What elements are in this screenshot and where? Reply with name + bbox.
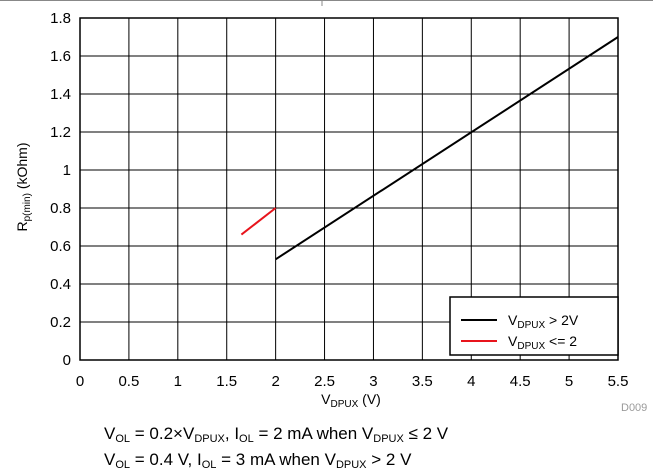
caption-2-sub-3: DPUX: [335, 459, 367, 471]
y-axis-label-sub: p(min): [22, 193, 33, 221]
caption-1-sub-2: DPUX: [194, 433, 225, 445]
legend: VDPUX > 2V VDPUX <= 2: [449, 296, 619, 356]
x-tick-label: 0: [76, 373, 84, 390]
y-tick-label: 0.2: [50, 314, 71, 331]
caption-2-part-1: V: [104, 450, 116, 469]
x-tick-label: 3.5: [412, 373, 433, 390]
y-tick-label: 1.2: [50, 124, 71, 141]
legend-red-tail: <= 2: [545, 333, 577, 349]
legend-box: [449, 296, 619, 356]
y-axis-label: Rp(min) (kOhm): [14, 142, 33, 231]
caption-1-part-4: = 2 mA when V: [253, 424, 374, 443]
source-id: D009: [621, 402, 647, 414]
caption-2-part-3: = 3 mA when V: [216, 450, 336, 469]
x-tick-label: 3: [369, 373, 377, 390]
caption-1-part-2: = 0.2×V: [130, 424, 195, 443]
y-tick-label: 0: [63, 352, 71, 369]
x-tick-label: 5: [565, 373, 573, 390]
x-tick-labels: 0 0.5 1 1.5 2 2.5 3 3.5 4 4.5 5 5.5: [76, 373, 629, 390]
x-tick-label: 2: [271, 373, 279, 390]
x-axis-label-main: V: [321, 391, 331, 407]
x-tick-label: 4: [467, 373, 475, 390]
y-tick-labels: 0 0.2 0.4 0.6 0.8 1 1.2 1.4 1.6 1.8: [50, 10, 71, 369]
caption-1-part-5: ≤ 2 V: [403, 424, 449, 443]
y-tick-label: 1: [63, 162, 71, 179]
legend-black-main: V: [508, 312, 518, 328]
caption-2-sub-1: OL: [115, 459, 131, 471]
caption-1-part-3: , I: [224, 424, 240, 443]
plot-frame: [79, 17, 619, 361]
x-tick-label: 2.5: [314, 373, 335, 390]
y-tick-label: 1.6: [50, 48, 71, 65]
x-tick-label: 0.5: [118, 373, 139, 390]
chart: 0 0.5 1 1.5 2 2.5 3 3.5 4 4.5 5 5.5 0 0.2 0.4 0.6 0.8 1 1…: [0, 0, 653, 414]
x-tick-label: 1: [174, 373, 182, 390]
y-tick-label: 1.8: [50, 10, 71, 27]
y-tick-label: 0.8: [50, 200, 71, 217]
y-tick-label: 1.4: [50, 86, 71, 103]
caption-1-sub-3: OL: [239, 433, 254, 445]
x-axis-label-tail: (V): [358, 391, 381, 407]
caption-1-sub-4: DPUX: [373, 433, 404, 445]
legend-label-red: VDPUX <= 2: [508, 333, 577, 352]
x-tick-label: 5.5: [608, 373, 629, 390]
x-tick-label: 1.5: [216, 373, 237, 390]
caption-line-1: VOL = 0.2×VDPUX, IOL = 2 mA when VDPUX ≤…: [104, 424, 448, 449]
caption-2-part-2: = 0.4 V, I: [130, 450, 202, 469]
caption-line-2: VOL = 0.4 V, IOL = 3 mA when VDPUX > 2 V: [104, 450, 411, 475]
legend-black-sub: DPUX: [517, 320, 545, 331]
caption-1-part-1: V: [104, 424, 116, 443]
series-line-above-2v: [275, 36, 619, 261]
series-line-below-2v: [240, 207, 277, 236]
y-axis-label-main: R: [14, 221, 30, 231]
caption-2-part-4: > 2 V: [366, 450, 412, 469]
y-tick-label: 0.4: [50, 276, 71, 293]
legend-red-sub: DPUX: [517, 341, 545, 352]
caption-1-sub-1: OL: [115, 433, 131, 445]
legend-black-tail: > 2V: [545, 312, 579, 328]
y-tick-label: 0.6: [50, 238, 71, 255]
caption-2-sub-2: OL: [201, 459, 217, 471]
legend-label-black: VDPUX > 2V: [508, 312, 579, 331]
x-axis-label-sub: DPUX: [330, 399, 358, 410]
x-tick-label: 4.5: [510, 373, 531, 390]
legend-red-main: V: [508, 333, 518, 349]
y-axis-label-tail: (kOhm): [14, 142, 30, 193]
series-layer: [240, 36, 619, 261]
x-axis-label: VDPUX (V): [321, 391, 381, 410]
